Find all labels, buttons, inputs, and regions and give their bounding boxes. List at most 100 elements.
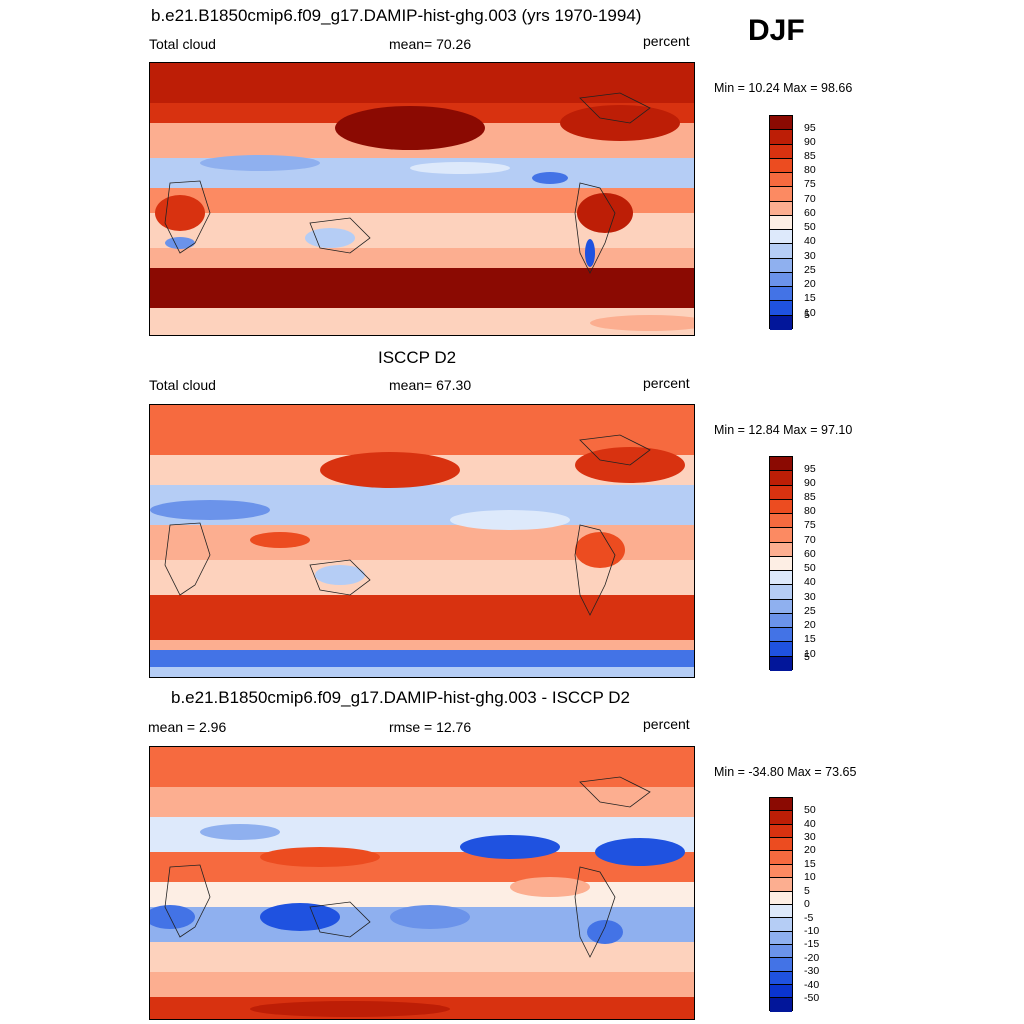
colorbar-label: 10 bbox=[804, 871, 816, 883]
colorbar-label: 5 bbox=[804, 651, 810, 663]
panel-1-units: percent bbox=[643, 33, 690, 49]
colorbar-label: 60 bbox=[804, 548, 816, 560]
colorbar-label: 95 bbox=[804, 463, 816, 475]
colorbar-label: -40 bbox=[804, 979, 820, 991]
panel-2-minmax: Min = 12.84 Max = 97.10 bbox=[714, 423, 853, 437]
colorbar-swatch bbox=[770, 656, 792, 671]
colorbar-label: 90 bbox=[804, 477, 816, 489]
panel-2-mean-label: mean= 67.30 bbox=[389, 377, 472, 393]
colorbar-swatch bbox=[770, 315, 792, 330]
panel-2-variable-label: Total cloud bbox=[149, 377, 216, 393]
colorbar-label: 50 bbox=[804, 562, 816, 574]
colorbar-label: 5 bbox=[804, 309, 810, 321]
colorbar-label: -15 bbox=[804, 938, 820, 950]
colorbar-swatch bbox=[770, 173, 792, 188]
colorbar-label: 70 bbox=[804, 534, 816, 546]
colorbar-swatch bbox=[770, 985, 792, 999]
colorbar-swatch bbox=[770, 258, 792, 273]
colorbar-swatch bbox=[770, 878, 792, 892]
colorbar-label: 60 bbox=[804, 207, 816, 219]
colorbar-swatch bbox=[770, 215, 792, 231]
colorbar-swatch bbox=[770, 556, 792, 572]
colorbar-label: 0 bbox=[804, 898, 810, 910]
colorbar-swatch bbox=[770, 457, 792, 472]
colorbar-label: -5 bbox=[804, 912, 814, 924]
colorbar-swatch bbox=[770, 998, 792, 1012]
panel-3-colorbar bbox=[769, 797, 793, 1012]
panel-2-title: ISCCP D2 bbox=[378, 348, 457, 367]
colorbar-swatch bbox=[770, 230, 792, 245]
colorbar-label: 25 bbox=[804, 605, 816, 617]
panel-3-units: percent bbox=[643, 716, 690, 732]
panel-1-colorbar bbox=[769, 115, 793, 330]
colorbar-label: 5 bbox=[804, 885, 810, 897]
colorbar-swatch bbox=[770, 971, 792, 986]
colorbar-swatch bbox=[770, 485, 792, 500]
colorbar-swatch bbox=[770, 272, 792, 288]
colorbar-label: 20 bbox=[804, 619, 816, 631]
panel-3-map bbox=[149, 746, 695, 1020]
colorbar-label: 75 bbox=[804, 178, 816, 190]
colorbar-swatch bbox=[770, 628, 792, 643]
colorbar-swatch bbox=[770, 130, 792, 145]
panel-1-mean-label: mean= 70.26 bbox=[389, 36, 472, 52]
colorbar-label: 25 bbox=[804, 264, 816, 276]
colorbar-swatch bbox=[770, 514, 792, 529]
panel-2-field bbox=[150, 405, 694, 677]
colorbar-label: 75 bbox=[804, 519, 816, 531]
panel-2-colorbar bbox=[769, 456, 793, 671]
panel-3-rmse-label: rmse = 12.76 bbox=[389, 719, 472, 735]
colorbar-label: 30 bbox=[804, 250, 816, 262]
colorbar-swatch bbox=[770, 851, 792, 865]
panel-3-title: b.e21.B1850cmip6.f09_g17.DAMIP-hist-ghg.… bbox=[171, 688, 630, 707]
colorbar-label: 20 bbox=[804, 278, 816, 290]
colorbar-label: -10 bbox=[804, 925, 820, 937]
colorbar-swatch bbox=[770, 824, 792, 839]
colorbar-label: 15 bbox=[804, 858, 816, 870]
panel-1-title: b.e21.B1850cmip6.f09_g17.DAMIP-hist-ghg.… bbox=[151, 6, 642, 25]
colorbar-label: 95 bbox=[804, 122, 816, 134]
colorbar-swatch bbox=[770, 528, 792, 543]
panel-3-rmse-value: 12.76 bbox=[436, 719, 472, 735]
panel-1-map bbox=[149, 62, 695, 336]
colorbar-swatch bbox=[770, 642, 792, 657]
colorbar-swatch bbox=[770, 244, 792, 259]
colorbar-label: 80 bbox=[804, 505, 816, 517]
colorbar-swatch bbox=[770, 144, 792, 159]
colorbar-label: 20 bbox=[804, 844, 816, 856]
colorbar-swatch bbox=[770, 918, 792, 932]
colorbar-swatch bbox=[770, 542, 792, 557]
colorbar-swatch bbox=[770, 301, 792, 316]
colorbar-swatch bbox=[770, 891, 792, 905]
colorbar-swatch bbox=[770, 599, 792, 614]
panel-2-map bbox=[149, 404, 695, 678]
colorbar-label: 40 bbox=[804, 818, 816, 830]
colorbar-label: 80 bbox=[804, 164, 816, 176]
colorbar-swatch bbox=[770, 864, 792, 879]
panel-3-minmax: Min = -34.80 Max = 73.65 bbox=[714, 765, 857, 779]
colorbar-label: -20 bbox=[804, 952, 820, 964]
colorbar-swatch bbox=[770, 838, 792, 852]
colorbar-label: 30 bbox=[804, 591, 816, 603]
panel-1-field bbox=[150, 63, 694, 335]
panel-1-minmax: Min = 10.24 Max = 98.66 bbox=[714, 81, 853, 95]
colorbar-swatch bbox=[770, 287, 792, 302]
colorbar-swatch bbox=[770, 613, 792, 629]
colorbar-label: 40 bbox=[804, 576, 816, 588]
colorbar-label: 90 bbox=[804, 136, 816, 148]
colorbar-swatch bbox=[770, 116, 792, 131]
colorbar-label: 50 bbox=[804, 221, 816, 233]
colorbar-swatch bbox=[770, 499, 792, 515]
colorbar-swatch bbox=[770, 187, 792, 202]
colorbar-swatch bbox=[770, 571, 792, 586]
colorbar-swatch bbox=[770, 798, 792, 812]
colorbar-label: -30 bbox=[804, 965, 820, 977]
colorbar-label: 85 bbox=[804, 491, 816, 503]
colorbar-swatch bbox=[770, 471, 792, 486]
panel-2-units: percent bbox=[643, 375, 690, 391]
panel-3-field bbox=[150, 747, 694, 1019]
colorbar-label: 15 bbox=[804, 633, 816, 645]
colorbar-label: 30 bbox=[804, 831, 816, 843]
colorbar-swatch bbox=[770, 585, 792, 600]
colorbar-label: 10 bbox=[804, 648, 816, 660]
